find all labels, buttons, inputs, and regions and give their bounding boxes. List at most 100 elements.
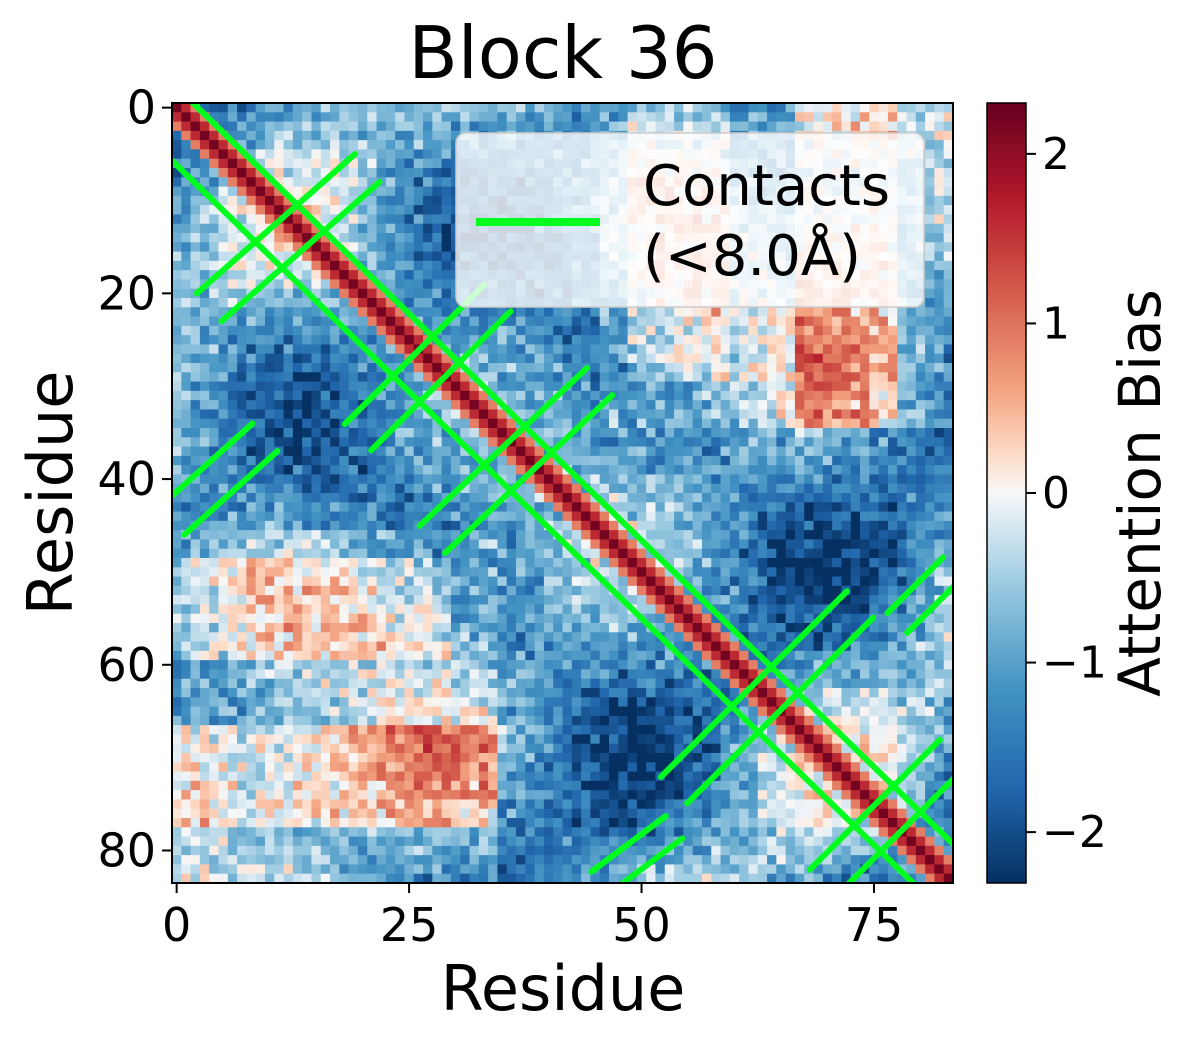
heatmap-cell: [237, 595, 247, 605]
heatmap-cell: [432, 112, 443, 122]
heatmap-cell: [776, 641, 787, 652]
heatmap-cell: [348, 214, 359, 225]
heatmap-cell: [534, 558, 545, 568]
heatmap-cell: [618, 418, 628, 429]
heatmap-cell: [925, 428, 935, 438]
heatmap-cell: [516, 465, 526, 475]
heatmap-cell: [264, 530, 275, 540]
heatmap-cell: [441, 270, 452, 280]
heatmap-cell: [516, 613, 526, 624]
heatmap-cell: [934, 279, 945, 290]
heatmap-cell: [302, 502, 312, 512]
heatmap-cell: [357, 567, 368, 577]
heatmap-cell: [339, 112, 350, 122]
heatmap-cell: [925, 483, 935, 494]
heatmap-cell: [181, 353, 191, 364]
heatmap-cell: [385, 242, 396, 252]
heatmap-cell: [674, 558, 684, 568]
heatmap-cell: [395, 242, 405, 252]
heatmap-cell: [869, 455, 880, 466]
heatmap-cell: [339, 177, 350, 187]
heatmap-cell: [525, 307, 536, 317]
heatmap-cell: [478, 409, 489, 420]
heatmap-cell: [469, 325, 480, 336]
heatmap-cell: [813, 502, 824, 512]
heatmap-cell: [627, 511, 638, 522]
heatmap-cell: [897, 641, 907, 652]
heatmap-cell: [274, 344, 284, 355]
heatmap-cell: [887, 428, 898, 438]
heatmap-cell: [218, 325, 229, 336]
heatmap-cell: [302, 613, 312, 624]
heatmap-cell: [246, 307, 257, 317]
heatmap-cell: [264, 103, 275, 113]
heatmap-cell: [450, 381, 461, 392]
heatmap-cell: [906, 511, 917, 522]
heatmap-cell: [822, 353, 833, 364]
heatmap-cell: [794, 641, 805, 652]
heatmap-cell: [860, 437, 870, 447]
heatmap-cell: [692, 325, 703, 336]
heatmap-cell: [395, 288, 405, 299]
heatmap-cell: [441, 223, 452, 234]
heatmap-cell: [255, 325, 266, 336]
heatmap-cell: [320, 390, 331, 401]
heatmap-cell: [543, 465, 554, 475]
heatmap-cell: [432, 307, 443, 317]
heatmap-cell: [915, 567, 926, 577]
heatmap-cell: [767, 344, 777, 355]
heatmap-cell: [897, 623, 907, 633]
heatmap-cell: [683, 474, 694, 485]
heatmap-cell: [246, 168, 257, 178]
heatmap-cell: [822, 121, 833, 132]
heatmap-cell: [841, 604, 852, 615]
heatmap-cell: [395, 585, 405, 596]
heatmap-cell: [413, 418, 424, 429]
heatmap-cell: [794, 316, 805, 327]
heatmap-cell: [255, 455, 266, 466]
heatmap-cell: [739, 363, 749, 373]
heatmap-cell: [739, 103, 749, 113]
heatmap-cell: [618, 623, 628, 633]
heatmap-cell: [469, 409, 480, 420]
heatmap-cell: [636, 418, 647, 429]
heatmap-cell: [571, 613, 582, 624]
heatmap-cell: [460, 632, 470, 642]
heatmap-cell: [190, 437, 201, 447]
heatmap-cell: [172, 149, 182, 160]
heatmap-cell: [906, 400, 917, 410]
heatmap-cell: [776, 353, 787, 364]
heatmap-cell: [181, 223, 191, 234]
heatmap-cell: [543, 381, 554, 392]
heatmap-cell: [562, 455, 573, 466]
heatmap-cell: [655, 474, 666, 485]
heatmap-cell: [432, 530, 443, 540]
heatmap-cell: [302, 437, 312, 447]
heatmap-cell: [413, 233, 424, 243]
heatmap-cell: [190, 344, 201, 355]
heatmap-cell: [674, 520, 684, 531]
heatmap-cell: [608, 103, 619, 113]
heatmap-cell: [209, 576, 219, 587]
heatmap-cell: [199, 576, 210, 587]
heatmap-cell: [925, 251, 935, 262]
heatmap-cell: [283, 465, 294, 475]
heatmap-cell: [181, 632, 191, 642]
heatmap-cell: [934, 511, 945, 522]
heatmap-cell: [311, 585, 322, 596]
heatmap-cell: [478, 604, 489, 615]
heatmap-cell: [292, 446, 303, 457]
heatmap-cell: [739, 595, 749, 605]
heatmap-cell: [348, 168, 359, 178]
heatmap-cell: [915, 372, 926, 382]
heatmap-cell: [590, 539, 601, 550]
heatmap-cell: [869, 548, 880, 559]
heatmap-cell: [934, 260, 945, 271]
heatmap-cell: [739, 613, 749, 624]
heatmap-cell: [441, 177, 452, 187]
heatmap-cell: [199, 650, 210, 661]
heatmap-cell: [599, 511, 610, 522]
heatmap-cell: [683, 548, 694, 559]
heatmap-cell: [357, 483, 368, 494]
heatmap-cell: [925, 307, 935, 317]
